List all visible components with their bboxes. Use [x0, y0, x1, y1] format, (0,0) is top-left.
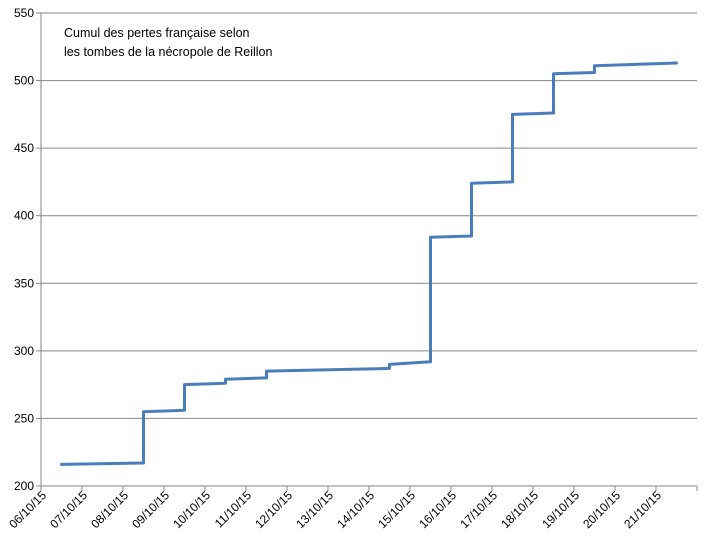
x-tick-label: 12/10/15 — [252, 488, 295, 531]
axes — [40, 13, 697, 487]
y-axis-ticks: 200 250 300 350 400 450 500 550 — [14, 6, 41, 493]
y-tick-label: 250 — [14, 411, 34, 425]
y-tick-label: 500 — [14, 74, 34, 88]
series — [60, 61, 678, 466]
y-tick-label: 450 — [14, 141, 34, 155]
x-tick-label: 15/10/15 — [375, 488, 418, 531]
annotation-line-1: Cumul des pertes française selon — [64, 26, 250, 40]
x-axis-ticks: 06/10/1507/10/1508/10/1509/10/1510/10/15… — [6, 486, 698, 531]
x-tick-label: 06/10/15 — [6, 488, 49, 531]
x-tick-label: 08/10/15 — [88, 488, 131, 531]
x-tick-label: 18/10/15 — [498, 488, 541, 531]
x-tick-label: 21/10/15 — [621, 488, 664, 531]
y-tick-label: 300 — [14, 344, 34, 358]
x-tick-label: 11/10/15 — [212, 488, 255, 531]
y-tick-label: 350 — [14, 276, 34, 290]
y-tick-label: 200 — [14, 479, 34, 493]
x-tick-label: 20/10/15 — [580, 488, 623, 531]
x-tick-label: 17/10/15 — [457, 488, 500, 531]
x-tick-label: 16/10/15 — [416, 488, 459, 531]
x-tick-label: 10/10/15 — [170, 488, 213, 531]
y-tick-label: 550 — [14, 6, 34, 20]
x-tick-label: 07/10/15 — [47, 488, 90, 531]
y-tick-label: 400 — [14, 209, 34, 223]
series-line-0 — [60, 61, 678, 466]
annotation-line-2: les tombes de la nécropole de Reillon — [64, 45, 273, 59]
x-tick-label: 09/10/15 — [129, 488, 172, 531]
x-tick-label: 19/10/15 — [539, 488, 582, 531]
x-tick-label: 13/10/15 — [293, 488, 336, 531]
gridlines — [41, 12, 697, 419]
x-tick-label: 14/10/15 — [334, 488, 377, 531]
